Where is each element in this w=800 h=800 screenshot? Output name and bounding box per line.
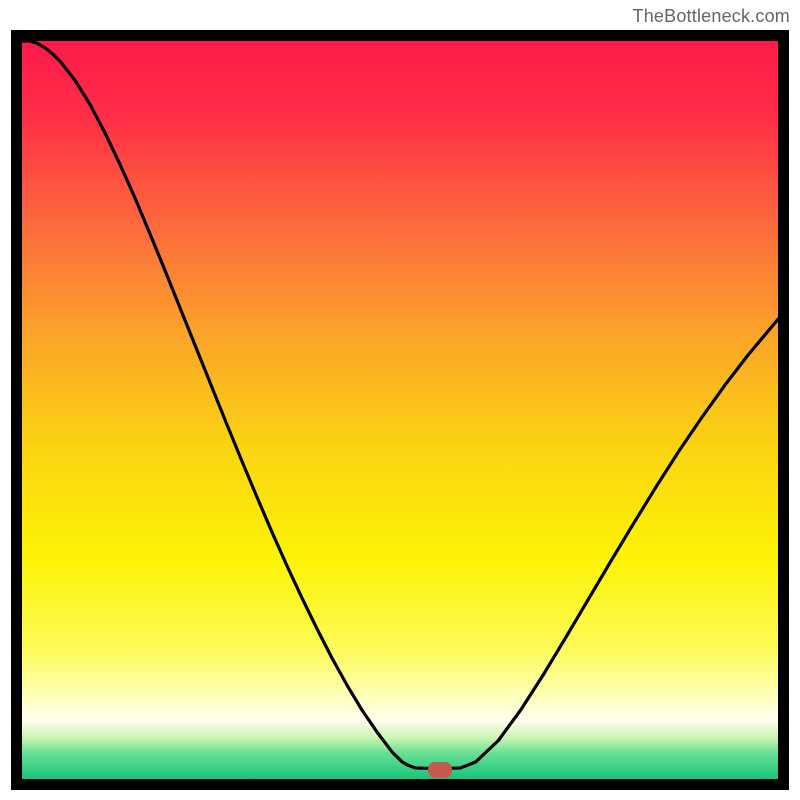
- chart-frame: TheBottleneck.com: [0, 0, 800, 800]
- optimal-point-marker: [428, 762, 452, 778]
- watermark-text: TheBottleneck.com: [633, 6, 790, 27]
- plot-area: [22, 41, 778, 779]
- bottleneck-curve: [22, 41, 778, 779]
